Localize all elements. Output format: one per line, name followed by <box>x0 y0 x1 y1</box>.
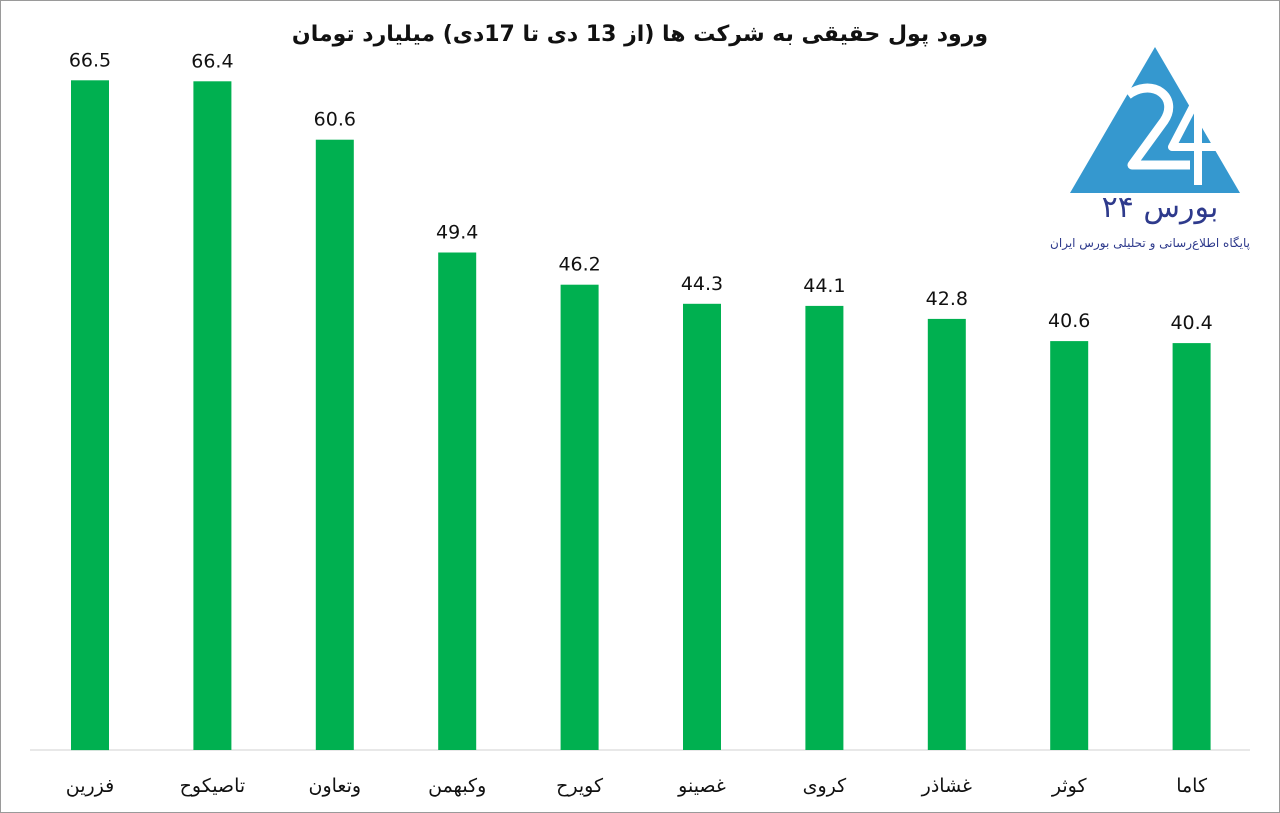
data-label-1: 66.5 <box>69 49 111 71</box>
data-label-9: 40.6 <box>1048 310 1090 332</box>
x-tick-label-6: غصینو <box>677 775 726 797</box>
x-tick-label-9: کوثر <box>1051 775 1088 797</box>
x-tick-label-8: غشاذر <box>921 775 972 797</box>
bar-9 <box>1050 341 1089 750</box>
bar-5 <box>560 284 599 750</box>
x-tick-label-7: کروی <box>803 775 848 797</box>
bourse24-logo-icon <box>1070 47 1240 193</box>
x-tick-labels-group: فزرین تاصیکوح وتعاون وکبهمن کویرح غصینو کروی غش… <box>66 775 1208 797</box>
data-label-7: 44.1 <box>803 275 845 297</box>
bar-3 <box>315 139 354 750</box>
data-label-3: 60.6 <box>314 109 356 131</box>
bar-1 <box>71 80 109 751</box>
logo-text: بورس ۲۴ <box>1101 190 1219 225</box>
bar-6 <box>683 303 721 750</box>
x-tick-label-3: وتعاون <box>309 775 362 797</box>
data-label-8: 42.8 <box>926 288 968 310</box>
data-label-2: 66.4 <box>191 50 233 72</box>
data-labels-group: 66.5 66.4 60.6 49.4 46.2 44.3 44.1 42.8 40.6 40.4 <box>69 49 1213 334</box>
logo-subtitle: پایگاه اطلاع‌رسانی و تحلیلی بورس ایران <box>1050 236 1250 250</box>
x-tick-label-1: فزرین <box>66 775 115 797</box>
bar-7 <box>805 305 844 750</box>
bar-4 <box>438 252 477 750</box>
bar-10 <box>1172 343 1211 750</box>
data-label-6: 44.3 <box>681 273 723 295</box>
x-tick-label-5: کویرح <box>556 775 604 797</box>
x-tick-label-4: وکبهمن <box>428 775 486 797</box>
bar-2 <box>193 81 232 751</box>
chart-title: ورود پول حقیقی به شرکت ها (از 13 دی تا 1… <box>291 22 989 47</box>
data-label-5: 46.2 <box>558 254 600 276</box>
bar-8 <box>927 318 966 750</box>
bars-group <box>71 80 1211 751</box>
x-tick-label-2: تاصیکوح <box>180 775 246 797</box>
x-tick-label-10: کاما <box>1176 775 1208 797</box>
data-label-10: 40.4 <box>1170 312 1212 334</box>
data-label-4: 49.4 <box>436 222 478 244</box>
